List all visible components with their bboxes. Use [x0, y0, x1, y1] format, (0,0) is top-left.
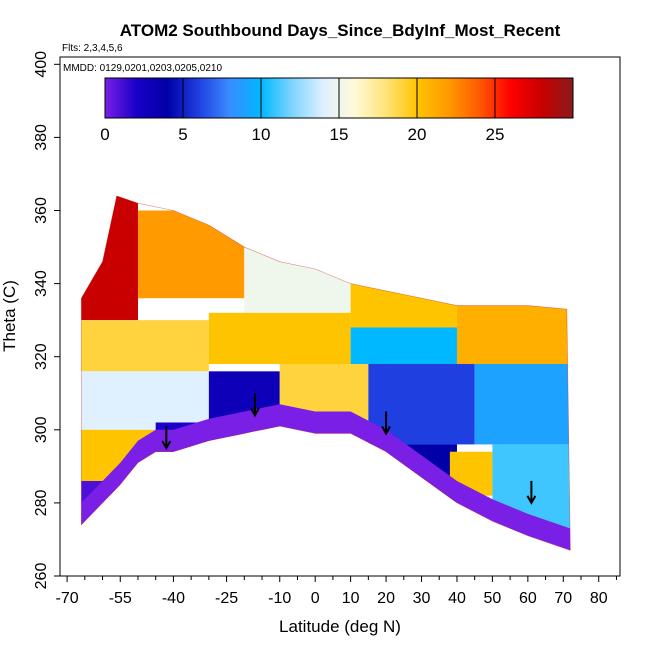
colorbar-tick-label: 0 [100, 125, 109, 144]
y-tick-label: 260 [33, 563, 50, 590]
x-tick-label: 40 [448, 590, 466, 607]
x-tick-label: 60 [519, 590, 537, 607]
x-tick-label: 30 [413, 590, 431, 607]
y-tick-label: 280 [33, 489, 50, 516]
x-tick-label: -25 [215, 590, 238, 607]
data-layer [81, 195, 571, 551]
x-tick-label: 70 [554, 590, 572, 607]
heatmap-cell [81, 371, 209, 430]
heatmap-cell [208, 312, 351, 365]
x-axis: -70 -55 -40 -25 -10 0 10 20 30 40 50 60 70 80 [56, 576, 617, 607]
dates-subtitle: MMDD: 0129,0201,0203,0205,0210 [63, 63, 222, 74]
heatmap-cell [350, 283, 457, 328]
x-tick-label: -40 [162, 590, 185, 607]
tropopause-arrow [381, 411, 391, 436]
outline-layer [80, 195, 571, 551]
tropopause-arrow [526, 480, 537, 505]
x-tick-label: -55 [109, 590, 132, 607]
flights-subtitle: Flts: 2,3,4,5,6 [62, 43, 123, 54]
heatmap-cell [244, 247, 351, 313]
y-tick-label: 380 [33, 124, 50, 151]
colorbar-ticks: 0 5 10 15 20 25 [100, 78, 504, 144]
y-tick-label: 340 [33, 270, 50, 297]
colorbar-tick-label: 10 [252, 125, 271, 144]
heatmap-cell [350, 327, 457, 365]
tropopause-arrow [161, 426, 172, 451]
x-tick-label: 10 [342, 590, 360, 607]
colorbar-tick-label: 15 [330, 125, 349, 144]
tropopause-arrow [250, 393, 260, 418]
heatmap-cell [81, 404, 571, 551]
colorbar: 0 5 10 15 20 25 [100, 77, 574, 144]
heatmap-cell [137, 210, 245, 299]
heatmap-cell [81, 320, 209, 372]
data-region-outline [80, 195, 571, 551]
x-tick-label: -10 [268, 590, 291, 607]
heatmap-cell [474, 364, 571, 445]
x-tick-label: 0 [311, 590, 320, 607]
x-tick-label: 80 [590, 590, 608, 607]
heatmap-cell [456, 305, 571, 365]
plot-frame [59, 56, 621, 577]
y-tick-label: 320 [33, 343, 50, 370]
y-axis: 260 280 300 320 340 360 380 400 [33, 51, 60, 589]
colorbar-tick-label: 25 [486, 125, 505, 144]
y-tick-label: 400 [33, 51, 50, 78]
chart-title: ATOM2 Southbound Days_Since_BdyInf_Most_… [120, 21, 561, 40]
x-tick-label: 20 [377, 590, 395, 607]
x-axis-label: Latitude (deg N) [279, 617, 401, 636]
y-tick-label: 300 [33, 416, 50, 443]
x-tick-label: -70 [56, 590, 79, 607]
y-axis-label: Theta (C) [0, 280, 19, 352]
y-tick-label: 360 [33, 197, 50, 224]
colorbar-tick-label: 5 [178, 125, 187, 144]
x-tick-label: 50 [484, 590, 502, 607]
colorbar-tick-label: 20 [408, 125, 427, 144]
arrow-layer [161, 393, 537, 505]
heatmap-cell [81, 195, 138, 321]
